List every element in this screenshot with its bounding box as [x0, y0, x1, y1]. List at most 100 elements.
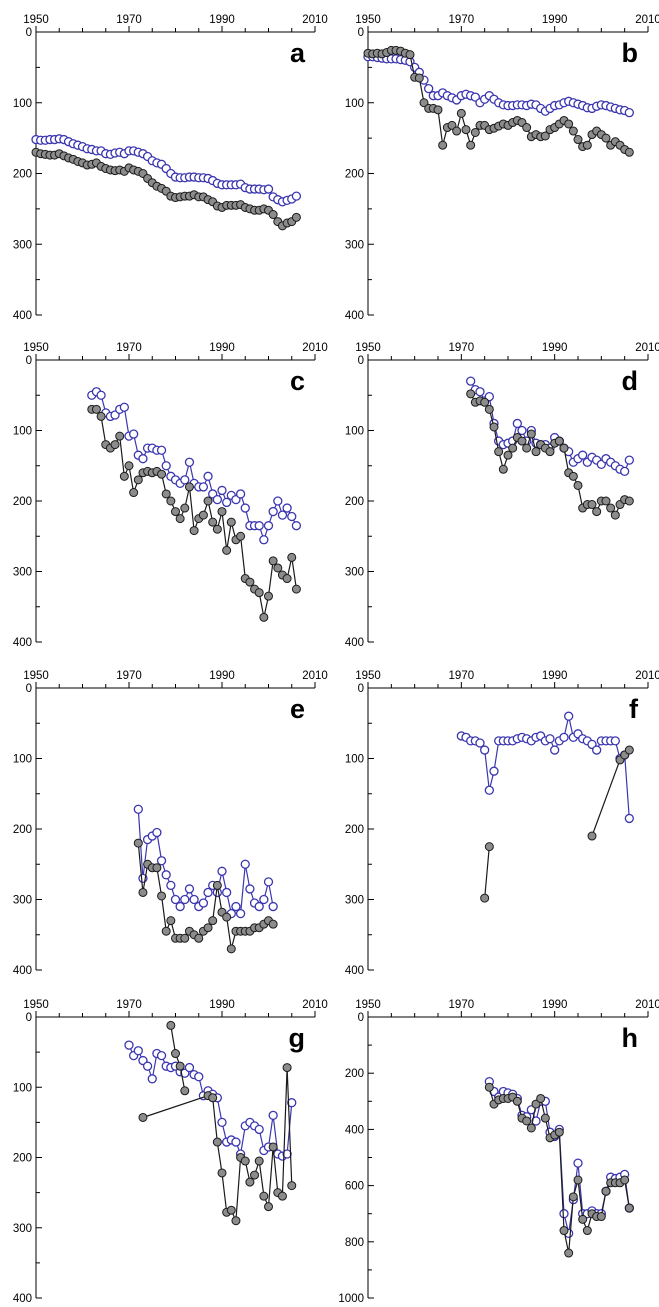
series-line	[488, 1087, 630, 1254]
data-point	[217, 866, 227, 876]
data-point	[273, 496, 283, 506]
data-point	[254, 1156, 264, 1166]
x-tick-label: 2010	[635, 342, 659, 354]
data-point	[194, 933, 204, 943]
data-point	[203, 496, 213, 506]
data-point	[264, 591, 273, 601]
x-tick-label: 2010	[302, 342, 328, 354]
data-point	[508, 443, 518, 453]
data-point	[96, 390, 106, 400]
data-point	[452, 126, 462, 136]
data-point	[240, 859, 250, 869]
data-point	[550, 745, 560, 755]
x-tick-label: 1950	[23, 14, 49, 26]
x-tick-label: 2010	[635, 14, 659, 26]
data-point	[268, 1142, 278, 1152]
data-point	[512, 1096, 522, 1106]
y-tick-label: 0	[26, 1012, 32, 1024]
data-point	[466, 140, 476, 150]
x-tick-label: 1950	[23, 342, 49, 354]
data-point	[245, 884, 255, 894]
x-tick-label: 1990	[209, 14, 235, 26]
data-point	[268, 901, 278, 912]
data-point	[517, 436, 527, 446]
data-point	[405, 50, 415, 60]
data-point	[620, 466, 630, 477]
x-tick-label: 1950	[355, 670, 381, 682]
data-point	[221, 497, 232, 508]
data-point	[259, 535, 269, 545]
data-point	[592, 507, 602, 517]
data-point	[217, 1117, 227, 1128]
data-point	[184, 457, 195, 467]
data-point	[624, 455, 634, 465]
data-point	[610, 736, 620, 746]
data-point	[601, 133, 611, 143]
data-point	[226, 517, 236, 527]
data-point	[456, 108, 466, 118]
data-point	[610, 510, 620, 520]
data-point	[217, 507, 227, 517]
data-point	[470, 127, 480, 137]
data-point	[161, 461, 171, 471]
data-point	[503, 450, 513, 460]
data-point	[254, 521, 264, 531]
y-tick-label: 0	[26, 27, 32, 39]
data-point	[447, 120, 457, 130]
data-point	[419, 98, 429, 108]
data-point	[217, 1168, 227, 1178]
y-tick-label: 0	[26, 683, 32, 695]
data-point	[110, 440, 120, 450]
data-point	[212, 494, 223, 505]
panel-letter: d	[622, 366, 639, 396]
data-point	[259, 612, 269, 622]
y-tick-label: 100	[13, 1082, 32, 1094]
x-tick-label: 1950	[23, 999, 49, 1011]
data-point	[554, 436, 564, 446]
data-point	[175, 901, 185, 912]
panel-letter: g	[289, 1023, 306, 1053]
data-point	[438, 140, 448, 150]
y-tick-label: 800	[345, 1237, 364, 1249]
data-point	[259, 894, 269, 905]
data-point	[166, 916, 176, 926]
data-point	[268, 1110, 278, 1120]
data-point	[226, 1205, 236, 1215]
series-filled	[480, 745, 634, 903]
series-filled	[484, 1082, 634, 1258]
data-point	[526, 1123, 536, 1133]
data-point	[212, 880, 222, 890]
data-point	[531, 447, 541, 457]
data-point	[489, 766, 499, 776]
y-tick-label: 400	[345, 965, 364, 977]
data-point	[282, 503, 292, 513]
data-point	[601, 496, 611, 506]
data-point	[115, 431, 125, 441]
data-point	[133, 838, 143, 848]
data-point	[526, 429, 536, 439]
panel-letter: b	[622, 38, 639, 68]
data-point	[231, 1137, 241, 1147]
data-point	[559, 732, 569, 742]
data-point	[231, 1216, 241, 1226]
data-point	[161, 926, 171, 936]
panel-h: 1950 1970 1990 2010 0 200 400 600 800 1000 h	[338, 999, 659, 1305]
x-tick-label: 1970	[449, 670, 475, 682]
series-line	[591, 749, 630, 837]
x-tick-label: 1950	[355, 342, 381, 354]
series-line	[170, 1025, 186, 1091]
data-point	[287, 1181, 297, 1191]
data-point	[138, 1112, 148, 1122]
panel-e: 1950 1970 1990 2010 0 100 200 300 400 e	[13, 670, 328, 977]
data-point	[540, 131, 550, 141]
data-point	[522, 443, 532, 453]
data-point	[484, 404, 494, 414]
y-tick-label: 100	[13, 98, 32, 110]
data-point	[582, 1226, 592, 1236]
data-point	[175, 1061, 185, 1071]
x-tick-label: 1970	[449, 342, 475, 354]
panel-letter: c	[290, 366, 305, 396]
x-tick-label: 2010	[302, 14, 328, 26]
